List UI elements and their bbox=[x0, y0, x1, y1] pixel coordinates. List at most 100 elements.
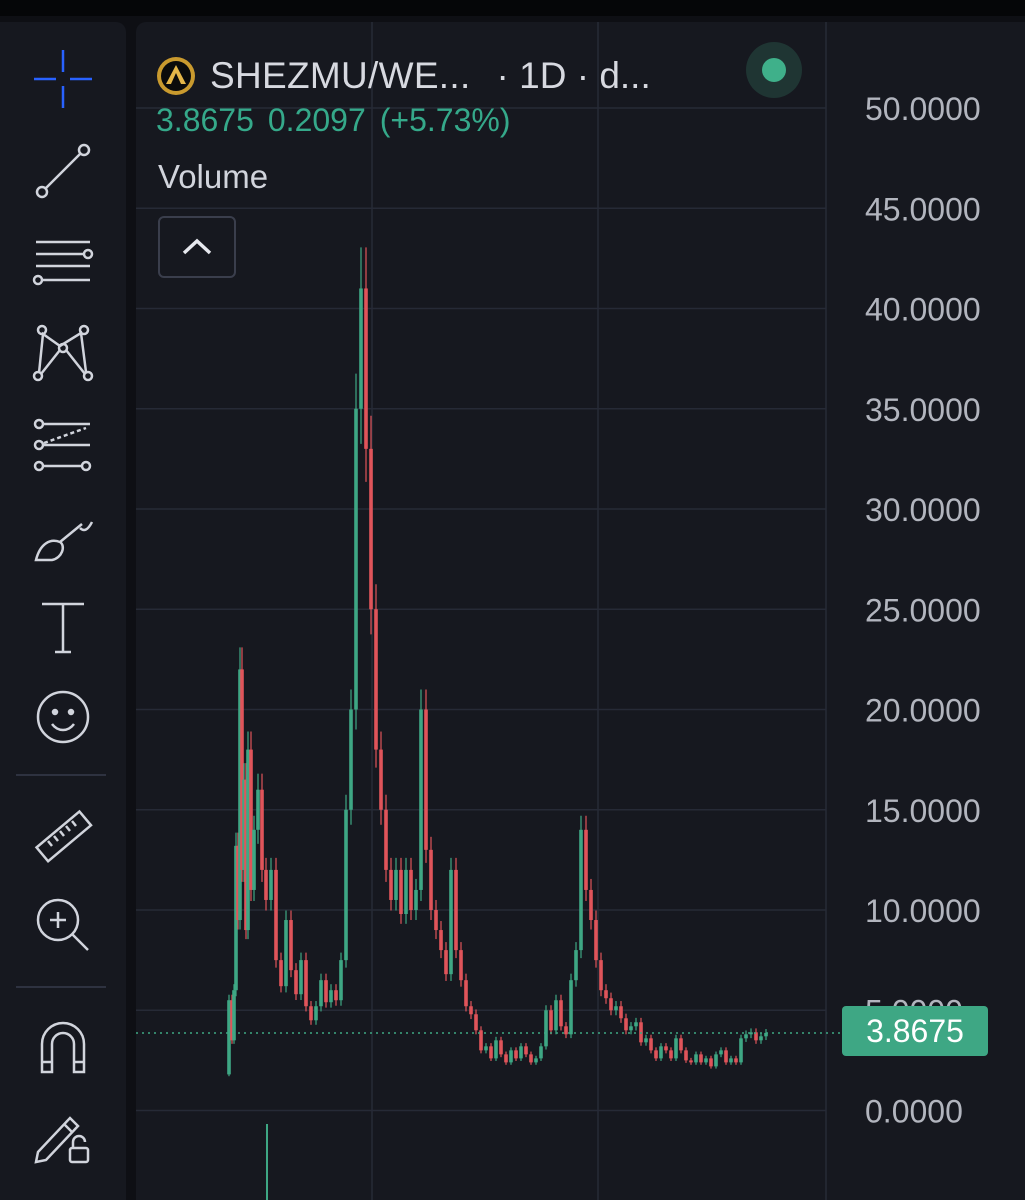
candle-body bbox=[584, 829, 588, 890]
drawing-toolbar bbox=[0, 22, 126, 1200]
candle-body bbox=[674, 1038, 678, 1059]
candle-body bbox=[659, 1046, 663, 1059]
chevron-up-icon bbox=[182, 238, 212, 255]
candle-body bbox=[359, 288, 363, 409]
candle-body bbox=[374, 609, 378, 750]
candle-body bbox=[299, 960, 303, 995]
candle-body bbox=[549, 1010, 553, 1031]
candle-body bbox=[679, 1038, 683, 1051]
candle-body bbox=[519, 1046, 523, 1059]
tool-emoji[interactable] bbox=[20, 682, 106, 752]
y-axis-tick-label: 15.0000 bbox=[865, 793, 981, 829]
interval-label[interactable]: · 1D · d... bbox=[496, 55, 651, 96]
candle-body bbox=[694, 1054, 698, 1063]
candle-body bbox=[574, 950, 578, 981]
volume-bar bbox=[266, 1124, 268, 1200]
crosshair-icon bbox=[34, 50, 92, 108]
y-axis-tick-label: 50.0000 bbox=[865, 91, 981, 127]
tool-crosshair[interactable] bbox=[20, 44, 106, 114]
tool-pattern[interactable] bbox=[20, 318, 106, 388]
candle-body bbox=[484, 1046, 488, 1051]
tool-lock-drawing[interactable] bbox=[20, 1100, 106, 1170]
candle-body bbox=[504, 1054, 508, 1063]
price-change: 0.2097 bbox=[267, 102, 366, 138]
y-axis-tick-label: 35.0000 bbox=[865, 392, 981, 428]
candle-body bbox=[669, 1050, 673, 1059]
candle-body bbox=[754, 1032, 758, 1041]
candle-body bbox=[284, 920, 288, 987]
candle-body bbox=[529, 1054, 533, 1063]
toolbar-divider bbox=[16, 774, 106, 776]
candle-body bbox=[534, 1058, 538, 1063]
candle-body bbox=[230, 1000, 234, 1041]
chart-pane[interactable]: 50.0000 45.0000 40.0000 35.0000 30.0000 25.00… bbox=[136, 22, 1025, 1200]
candle-body bbox=[459, 950, 463, 981]
magnet-icon bbox=[40, 1021, 86, 1074]
tool-horizontal-lines[interactable] bbox=[20, 228, 106, 298]
candle-body bbox=[289, 920, 293, 971]
brush-icon bbox=[34, 521, 94, 562]
price-quote: 3.8675 0.2097 (+5.73%) bbox=[156, 102, 524, 139]
tool-trend-line[interactable] bbox=[20, 136, 106, 206]
tool-magnet[interactable] bbox=[20, 1012, 106, 1082]
candle-body bbox=[489, 1046, 493, 1059]
symbol-name[interactable]: SHEZMU/WE... bbox=[210, 55, 471, 96]
candle-body bbox=[454, 869, 458, 951]
candle-body bbox=[424, 709, 428, 850]
chart-header: SHEZMU/WE... · 1D · d... bbox=[156, 46, 651, 106]
prediction-icon bbox=[33, 418, 92, 472]
candle-body bbox=[242, 779, 246, 870]
candle-body bbox=[409, 869, 413, 910]
last-price: 3.8675 bbox=[156, 102, 254, 138]
text-icon bbox=[42, 602, 84, 654]
collapse-indicators-button[interactable] bbox=[158, 216, 236, 278]
ruler-icon bbox=[34, 809, 93, 864]
candle-body bbox=[274, 869, 278, 961]
candle-body bbox=[244, 779, 248, 931]
candle-body bbox=[339, 960, 343, 1001]
tool-ruler[interactable] bbox=[20, 802, 106, 872]
candle-body bbox=[369, 448, 373, 610]
candle-body bbox=[714, 1054, 718, 1067]
candle-body bbox=[614, 1006, 618, 1011]
candle-body bbox=[629, 1026, 633, 1031]
candle-body bbox=[699, 1054, 703, 1063]
tool-prediction[interactable] bbox=[20, 410, 106, 480]
candle-body bbox=[739, 1038, 743, 1063]
current-price-tag: 3.8675 bbox=[842, 1006, 988, 1056]
candle-body bbox=[524, 1046, 528, 1055]
token-logo-icon bbox=[157, 57, 195, 95]
tool-brush[interactable] bbox=[20, 502, 106, 572]
candle-body bbox=[264, 869, 268, 900]
candle-body bbox=[344, 809, 348, 961]
candle-body bbox=[564, 1026, 568, 1035]
lock-drawing-icon bbox=[34, 1116, 90, 1164]
candle-body bbox=[227, 1000, 231, 1075]
candle-body bbox=[314, 1006, 318, 1021]
candle-body bbox=[729, 1058, 733, 1063]
volume-indicator-label[interactable]: Volume bbox=[158, 158, 269, 195]
candle-body bbox=[634, 1022, 638, 1027]
candle-body bbox=[759, 1036, 763, 1041]
candle-body bbox=[514, 1050, 518, 1059]
tool-zoom-in[interactable] bbox=[20, 890, 106, 960]
market-status-button[interactable] bbox=[746, 42, 802, 98]
candle-body bbox=[509, 1050, 513, 1063]
candle-body bbox=[579, 829, 583, 951]
y-axis-tick-label: 45.0000 bbox=[865, 191, 981, 227]
toolbar-divider bbox=[16, 986, 106, 988]
trend-line-icon bbox=[35, 143, 91, 199]
candle-body bbox=[240, 669, 244, 870]
candle-body bbox=[234, 845, 238, 991]
candle-body bbox=[324, 980, 328, 1003]
candle-body bbox=[619, 1006, 623, 1019]
candle-body bbox=[479, 1030, 483, 1051]
price-chart[interactable]: 50.0000 45.0000 40.0000 35.0000 30.0000 25.00… bbox=[136, 22, 1025, 1200]
candle-body bbox=[464, 980, 468, 1007]
price-change-percent: (+5.73%) bbox=[379, 102, 511, 138]
tool-text[interactable] bbox=[20, 592, 106, 662]
candle-body bbox=[434, 910, 438, 931]
candle-body bbox=[689, 1060, 693, 1063]
candle-body bbox=[269, 869, 273, 900]
candle-body bbox=[554, 1000, 558, 1031]
